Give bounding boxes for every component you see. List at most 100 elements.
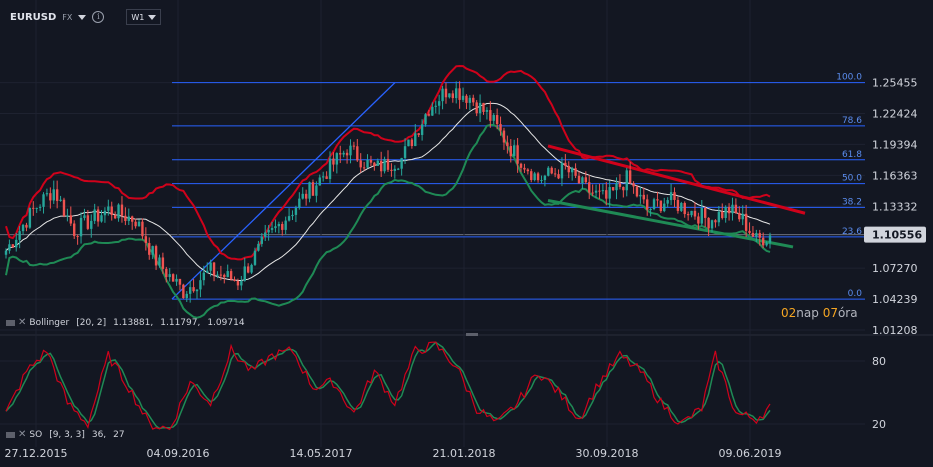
- candle-body: [35, 207, 38, 209]
- candle-body: [455, 88, 458, 99]
- candle-body: [284, 220, 287, 230]
- candle-body: [734, 204, 738, 213]
- candle-body: [686, 214, 690, 216]
- eye-icon[interactable]: [6, 431, 15, 438]
- candle-body: [741, 213, 744, 220]
- candle-body: [669, 192, 673, 201]
- candle-body: [424, 114, 427, 125]
- candle-body: [434, 105, 437, 107]
- candle-body: [298, 198, 301, 208]
- stochastic-oscillator: [5, 341, 771, 431]
- candle-body: [547, 167, 550, 176]
- candle-body: [690, 210, 693, 216]
- candle-body: [618, 183, 622, 187]
- candle-body: [383, 158, 386, 172]
- hours-unit: óra: [837, 306, 858, 320]
- close-icon[interactable]: ✕: [18, 429, 27, 440]
- price-tick-label: 1.25455: [872, 77, 918, 90]
- candle-body: [680, 203, 683, 211]
- candle-body: [253, 250, 257, 265]
- bollinger-lower-band: [5, 123, 771, 319]
- candle-body: [407, 139, 410, 147]
- candle-body: [185, 293, 188, 299]
- candle-body: [540, 180, 543, 182]
- candle-body: [478, 102, 482, 114]
- candle-body: [321, 176, 325, 178]
- candle-body: [168, 274, 171, 278]
- candle-body: [4, 250, 8, 255]
- eye-icon[interactable]: [6, 319, 15, 326]
- candle-body: [274, 226, 277, 229]
- pane-resize-handle[interactable]: [466, 333, 478, 336]
- candle-body: [42, 194, 45, 207]
- candle-body: [557, 174, 560, 179]
- candle-body: [308, 182, 311, 199]
- candle-body: [110, 206, 113, 215]
- candle-body: [195, 289, 199, 292]
- candle-body: [369, 159, 373, 163]
- osc-tick-label: 20: [872, 418, 886, 431]
- fibonacci-levels: 100.0 78.6 61.8 50.0 38.2 23.6 0.0: [172, 73, 865, 300]
- price-tick-label: 1.07270: [872, 262, 918, 275]
- close-icon[interactable]: ✕: [18, 317, 27, 328]
- candle-body: [356, 146, 359, 161]
- candle-body: [397, 168, 400, 170]
- candle-body: [390, 169, 393, 171]
- time-tick-label: 04.09.2016: [147, 447, 210, 460]
- price-tick-label: 1.13332: [872, 200, 918, 213]
- candle-body: [659, 200, 663, 212]
- candle-body: [512, 145, 516, 157]
- candle-body: [495, 115, 499, 125]
- candle-body: [632, 183, 635, 187]
- candle-body: [352, 145, 356, 147]
- candle-body: [291, 214, 294, 217]
- candle-body: [758, 233, 761, 238]
- candle-body: [281, 223, 284, 230]
- current-price-badge: [864, 226, 926, 243]
- candle-body: [533, 173, 536, 181]
- candle-body: [345, 152, 349, 156]
- timeframe-label: W1: [131, 12, 145, 22]
- timeframe-select[interactable]: W1: [126, 9, 162, 25]
- candle-body: [267, 229, 270, 233]
- candle-body: [376, 160, 379, 166]
- symbol-dropdown-icon[interactable]: [78, 14, 87, 20]
- bollinger-v2: 1.11797,: [160, 317, 201, 328]
- exchange-label: FX: [62, 12, 73, 22]
- candle-body: [649, 209, 652, 211]
- info-icon[interactable]: i: [92, 11, 105, 23]
- symbol-label[interactable]: EURUSD: [10, 11, 57, 23]
- price-tick-label: 1.22424: [872, 107, 918, 120]
- candle-body: [212, 262, 216, 276]
- time-tick-label: 30.09.2018: [576, 447, 639, 460]
- candle-body: [727, 206, 731, 214]
- candle-body: [468, 97, 472, 103]
- bollinger-name: Bollinger: [29, 317, 70, 328]
- candle-body: [703, 208, 707, 218]
- candle-body: [509, 145, 512, 157]
- candle-body: [601, 190, 605, 192]
- candle-body: [240, 280, 243, 286]
- price-tick-label: 1.16363: [872, 169, 918, 182]
- candle-body: [427, 114, 431, 116]
- candle-body: [134, 221, 137, 227]
- candle-body: [502, 130, 506, 143]
- candle-body: [581, 177, 584, 184]
- uptrend-line: [171, 82, 396, 300]
- candle-body: [161, 257, 165, 269]
- candle-body: [117, 204, 120, 219]
- time-tick-label: 27.12.2015: [5, 447, 68, 460]
- candle-body: [605, 190, 608, 199]
- candle-body: [62, 199, 66, 216]
- candle-body: [223, 274, 226, 278]
- candle-body: [8, 244, 11, 251]
- days-value: 02: [781, 306, 797, 320]
- price-tick-label: 1.19394: [872, 138, 918, 151]
- candle-body: [270, 228, 274, 230]
- candle-body: [250, 264, 253, 273]
- candle-body: [448, 93, 451, 98]
- candle-body: [148, 243, 151, 255]
- candle-body: [359, 160, 362, 168]
- candle-body: [311, 182, 315, 196]
